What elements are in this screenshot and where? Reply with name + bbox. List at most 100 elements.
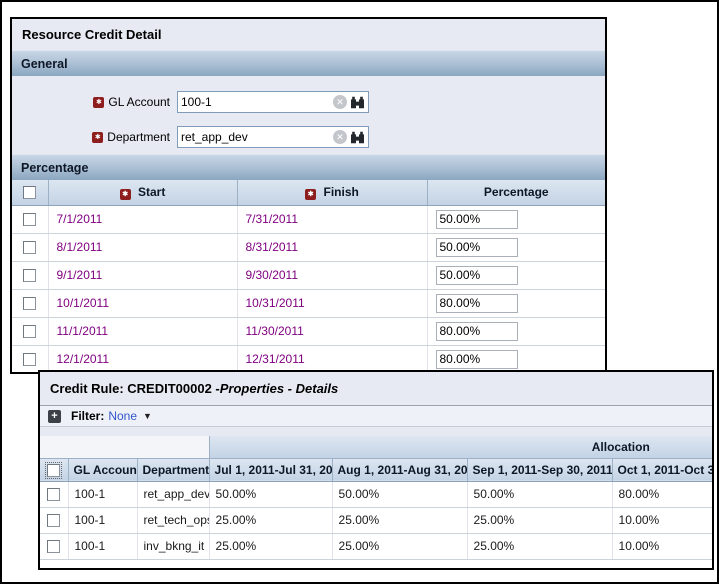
required-icon: ✱ bbox=[93, 96, 105, 108]
percentage-input[interactable] bbox=[435, 293, 518, 313]
gl-account-cell[interactable]: 100-1 bbox=[67, 507, 137, 534]
finish-date-cell[interactable]: 12/31/2011 bbox=[236, 345, 427, 372]
filter-label: Filter: bbox=[71, 409, 105, 423]
percentage-table-header-row: ✱ Start ✱ Finish Percentage bbox=[12, 180, 605, 206]
start-date-cell[interactable]: 8/1/2011 bbox=[47, 233, 237, 262]
percentage-column-header[interactable]: Percentage bbox=[426, 180, 605, 206]
row-checkbox[interactable] bbox=[22, 241, 36, 255]
percentage-section-label: Percentage bbox=[21, 160, 89, 175]
table-row: 12/1/2011 12/31/2011 bbox=[12, 345, 605, 372]
start-date-cell[interactable]: 10/1/2011 bbox=[47, 289, 237, 318]
finish-date-cell[interactable]: 10/31/2011 bbox=[236, 289, 427, 318]
filter-bar-spacer bbox=[40, 427, 712, 436]
row-checkbox[interactable] bbox=[22, 297, 36, 311]
department-cell: ret_app_dev bbox=[136, 481, 210, 508]
required-icon: ✱ bbox=[119, 188, 131, 200]
table-row: 9/1/2011 9/30/2011 bbox=[12, 261, 605, 290]
binoculars-search-icon[interactable] bbox=[350, 131, 365, 144]
required-icon: ✱ bbox=[92, 131, 104, 143]
department-cell: inv_bkng_it bbox=[136, 533, 210, 560]
gl-account-cell[interactable]: 100-1 bbox=[67, 481, 137, 508]
jul-allocation-cell: 50.00% bbox=[208, 481, 333, 508]
start-date-cell[interactable]: 12/1/2011 bbox=[47, 345, 237, 372]
row-checkbox[interactable] bbox=[22, 213, 36, 227]
oct-column-header[interactable]: Oct 1, 2011-Oct 31, 2011 bbox=[611, 458, 712, 482]
gl-account-input[interactable] bbox=[181, 95, 333, 109]
select-all-checkbox[interactable] bbox=[23, 186, 37, 200]
binoculars-search-icon[interactable] bbox=[350, 96, 365, 109]
gl-account-cell[interactable]: 100-1 bbox=[67, 533, 137, 560]
oct-allocation-cell: 80.00% bbox=[611, 481, 712, 508]
allocation-table: Allocation GL Account Department Jul 1, … bbox=[40, 436, 712, 560]
filter-bar: + Filter: None ▼ bbox=[40, 406, 712, 427]
filter-expand-icon[interactable]: + bbox=[48, 409, 61, 423]
department-column-header[interactable]: Department bbox=[136, 458, 210, 482]
general-section-label: General bbox=[21, 56, 68, 71]
table-row: 100-1 ret_app_dev 50.00% 50.00% 50.00% 8… bbox=[40, 481, 712, 508]
general-form: ✱ GL Account ✕ ✱ Department bbox=[12, 76, 605, 154]
row-checkbox[interactable] bbox=[46, 488, 60, 502]
select-all-checkbox[interactable] bbox=[44, 461, 62, 479]
finish-date-cell[interactable]: 11/30/2011 bbox=[236, 317, 427, 346]
start-column-header[interactable]: ✱ Start bbox=[47, 180, 237, 206]
percentage-input[interactable] bbox=[435, 209, 518, 229]
jul-allocation-cell: 25.00% bbox=[208, 507, 333, 534]
clear-icon[interactable]: ✕ bbox=[333, 130, 347, 144]
gl-account-lookup: ✕ bbox=[177, 91, 369, 113]
percentage-input[interactable] bbox=[435, 237, 518, 257]
finish-date-cell[interactable]: 8/31/2011 bbox=[236, 233, 427, 262]
rule-panel-title-suffix: Properties - Details bbox=[219, 381, 339, 396]
row-checkbox[interactable] bbox=[22, 269, 36, 283]
department-input[interactable] bbox=[181, 130, 333, 144]
sep-allocation-cell: 25.00% bbox=[466, 533, 613, 560]
filter-dropdown-arrow-icon[interactable]: ▼ bbox=[143, 411, 152, 421]
start-date-cell[interactable]: 7/1/2011 bbox=[47, 205, 237, 234]
table-row: 100-1 ret_tech_ops 25.00% 25.00% 25.00% … bbox=[40, 507, 712, 534]
row-checkbox[interactable] bbox=[46, 514, 60, 528]
clear-icon[interactable]: ✕ bbox=[333, 95, 347, 109]
finish-header-label: Finish bbox=[323, 185, 359, 199]
select-all-cell bbox=[12, 180, 48, 206]
oct-allocation-cell: 10.00% bbox=[611, 507, 712, 534]
general-section-header: General bbox=[12, 50, 605, 76]
finish-date-cell[interactable]: 9/30/2011 bbox=[236, 261, 427, 290]
jul-column-header[interactable]: Jul 1, 2011-Jul 31, 2011 bbox=[208, 458, 333, 482]
percentage-input[interactable] bbox=[435, 265, 518, 285]
detail-panel-titlebar: Resource Credit Detail bbox=[12, 19, 605, 50]
table-row: 7/1/2011 7/31/2011 bbox=[12, 205, 605, 234]
sep-allocation-cell: 50.00% bbox=[466, 481, 613, 508]
allocation-group-header: Allocation bbox=[208, 436, 712, 459]
sep-allocation-cell: 25.00% bbox=[466, 507, 613, 534]
required-icon: ✱ bbox=[305, 188, 317, 200]
start-date-cell[interactable]: 11/1/2011 bbox=[47, 317, 237, 346]
filter-value[interactable]: None bbox=[108, 409, 138, 423]
table-row: 100-1 inv_bkng_it 25.00% 25.00% 25.00% 1… bbox=[40, 533, 712, 560]
group-header-spacer bbox=[40, 436, 210, 459]
row-checkbox[interactable] bbox=[22, 353, 36, 367]
aug-allocation-cell: 25.00% bbox=[331, 533, 468, 560]
percentage-input[interactable] bbox=[435, 321, 518, 341]
allocation-group-header-row: Allocation bbox=[40, 436, 712, 459]
table-row: 8/1/2011 8/31/2011 bbox=[12, 233, 605, 262]
percentage-header-label: Percentage bbox=[483, 185, 549, 200]
table-row: 11/1/2011 11/30/2011 bbox=[12, 317, 605, 346]
start-date-cell[interactable]: 9/1/2011 bbox=[47, 261, 237, 290]
credit-rule-window: Credit Rule: CREDIT00002 - Properties - … bbox=[38, 370, 714, 570]
percentage-input[interactable] bbox=[435, 349, 518, 369]
department-row: ✱ Department ✕ bbox=[12, 126, 605, 148]
row-checkbox[interactable] bbox=[46, 540, 60, 554]
rule-panel-title: Credit Rule: CREDIT00002 - bbox=[50, 381, 220, 396]
aug-column-header[interactable]: Aug 1, 2011-Aug 31, 2011 bbox=[331, 458, 468, 482]
oct-allocation-cell: 10.00% bbox=[611, 533, 712, 560]
department-label: ✱ Department bbox=[12, 130, 170, 144]
gl-account-row: ✱ GL Account ✕ bbox=[12, 91, 605, 113]
resource-credit-detail-window: Resource Credit Detail General ✱ GL Acco… bbox=[10, 17, 607, 374]
row-checkbox[interactable] bbox=[22, 325, 36, 339]
gl-account-label: ✱ GL Account bbox=[12, 95, 170, 109]
finish-date-cell[interactable]: 7/31/2011 bbox=[236, 205, 427, 234]
finish-column-header[interactable]: ✱ Finish bbox=[236, 180, 427, 206]
department-lookup: ✕ bbox=[177, 126, 369, 148]
sep-column-header[interactable]: Sep 1, 2011-Sep 30, 2011 bbox=[466, 458, 613, 482]
gl-account-column-header[interactable]: GL Account bbox=[67, 458, 137, 482]
